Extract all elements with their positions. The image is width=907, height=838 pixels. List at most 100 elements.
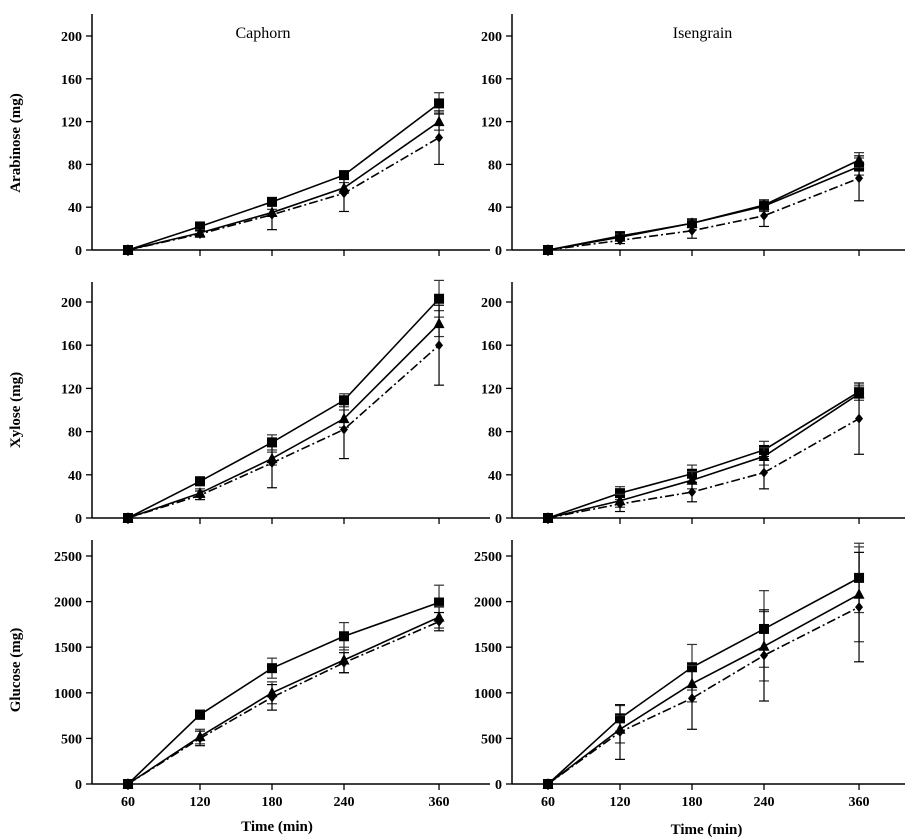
data-point-diamond <box>124 245 132 255</box>
x-tick-label: 240 <box>334 795 355 810</box>
data-point-square <box>267 663 277 674</box>
data-point-diamond <box>616 498 624 509</box>
series-line <box>127 601 440 785</box>
series-square <box>123 92 445 255</box>
data-point-diamond <box>196 733 204 744</box>
series-triangle <box>542 386 865 523</box>
series-line <box>547 165 860 251</box>
y-axis-label: Xylose (mg) <box>8 372 24 448</box>
y-tick-label: 0 <box>495 244 502 259</box>
y-tick-label: 2500 <box>474 550 502 565</box>
data-point-diamond <box>268 457 276 468</box>
series-triangle <box>542 152 865 255</box>
x-tick-label: 120 <box>610 795 631 810</box>
data-point-diamond <box>760 210 768 221</box>
data-point-diamond <box>124 513 132 523</box>
data-point-diamond <box>340 188 348 199</box>
series-square <box>543 157 865 255</box>
data-point-diamond <box>340 657 348 668</box>
panel-p11: 0 40 80 120 160 200 <box>481 282 905 527</box>
data-point-square <box>434 597 445 608</box>
series-diamond <box>124 110 445 255</box>
data-point-diamond <box>760 467 768 478</box>
data-point-square <box>195 476 205 487</box>
y-tick-label: 0 <box>495 512 502 527</box>
y-tick-label: 1000 <box>474 687 502 702</box>
y-tick-label: 1500 <box>474 641 502 656</box>
series-line <box>547 606 860 785</box>
y-tick-label: 120 <box>61 116 82 131</box>
y-tick-label: 0 <box>75 778 82 793</box>
data-point-diamond <box>196 490 204 501</box>
x-tick-label: 360 <box>849 795 870 810</box>
series-line <box>127 102 440 251</box>
y-tick-label: 1500 <box>54 641 82 656</box>
data-point-square <box>339 631 349 642</box>
series-diamond <box>544 382 865 523</box>
data-point-square <box>434 293 445 304</box>
data-point-diamond <box>268 209 276 220</box>
series-diamond <box>544 155 865 255</box>
series-diamond <box>124 611 445 789</box>
series-line <box>547 177 860 251</box>
y-tick-label: 2000 <box>474 596 502 611</box>
y-tick-label: 80 <box>488 426 502 441</box>
series-square <box>543 384 865 523</box>
y-tick-label: 160 <box>61 73 82 88</box>
series-triangle <box>122 605 445 789</box>
series-line <box>127 620 440 785</box>
y-tick-label: 120 <box>61 382 82 397</box>
y-tick-label: 120 <box>481 382 502 397</box>
data-point-diamond <box>268 692 276 703</box>
y-tick-label: 160 <box>481 339 502 354</box>
data-point-square <box>195 221 205 232</box>
y-tick-label: 80 <box>68 426 82 441</box>
y-tick-label: 0 <box>75 512 82 527</box>
y-tick-label: 160 <box>61 339 82 354</box>
y-tick-label: 500 <box>61 732 82 747</box>
series-diamond <box>544 551 865 789</box>
x-tick-label: 180 <box>682 795 703 810</box>
y-tick-label: 200 <box>61 30 82 45</box>
data-point-diamond <box>688 487 696 498</box>
x-tick-label: 240 <box>754 795 775 810</box>
data-point-diamond <box>544 245 552 255</box>
series-line <box>547 577 860 785</box>
data-point-diamond <box>435 340 444 351</box>
series-line <box>127 616 440 785</box>
data-point-diamond <box>616 235 624 246</box>
series-square <box>123 279 445 523</box>
panel-p21: 0 500 1000 1500 2000 2500 60 120 180 240 360 Time (… <box>474 540 905 838</box>
data-point-diamond <box>855 173 864 184</box>
y-axis-label: Glucose (mg) <box>8 628 24 713</box>
data-point-diamond <box>544 779 552 789</box>
y-tick-label: 2500 <box>54 550 82 565</box>
data-point-square <box>434 98 445 109</box>
data-point-diamond <box>855 602 864 613</box>
data-point-diamond <box>196 228 204 239</box>
y-tick-label: 40 <box>68 469 82 484</box>
data-point-diamond <box>855 413 864 424</box>
panel-title: Caphorn <box>235 25 290 42</box>
series-line <box>547 159 860 251</box>
y-tick-label: 80 <box>68 158 82 173</box>
x-tick-label: 180 <box>262 795 283 810</box>
panel-p10: 0 40 80 120 160 200 Xylose (mg) <box>8 279 490 527</box>
y-tick-label: 1000 <box>54 687 82 702</box>
series-line <box>127 120 440 251</box>
x-axis-label: Time (min) <box>671 822 743 838</box>
series-line <box>547 393 860 519</box>
data-point-square <box>195 709 205 720</box>
data-point-diamond <box>688 225 696 236</box>
x-tick-label: 360 <box>429 795 450 810</box>
data-point-diamond <box>435 132 444 143</box>
y-tick-label: 120 <box>481 116 502 131</box>
panel-title: Isengrain <box>673 25 733 42</box>
y-tick-label: 160 <box>481 73 502 88</box>
y-tick-label: 0 <box>495 778 502 793</box>
series-diamond <box>124 304 445 523</box>
y-tick-label: 200 <box>61 296 82 311</box>
series-triangle <box>122 310 445 523</box>
x-axis-label: Time (min) <box>241 819 313 835</box>
